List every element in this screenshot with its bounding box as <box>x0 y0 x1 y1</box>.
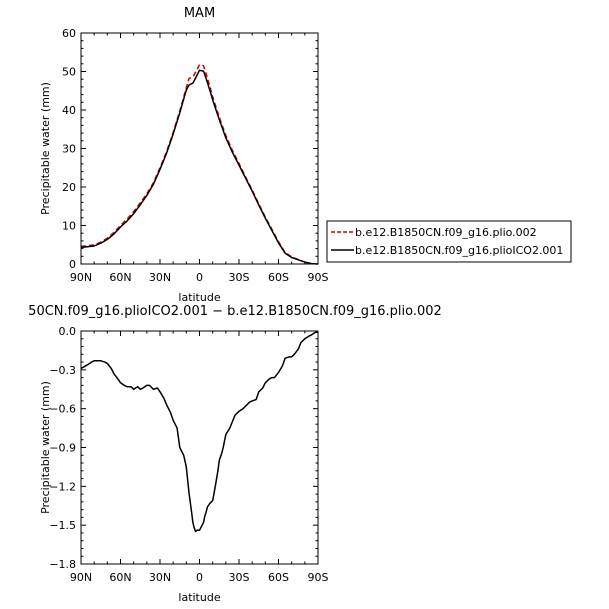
y-tick-label: 40 <box>62 104 76 117</box>
x-tick-label: 90S <box>308 571 329 584</box>
series-line-plio <box>80 63 319 265</box>
x-tick-label: 60S <box>268 571 289 584</box>
y-tick-label: 50 <box>62 66 76 79</box>
y-tick-label: −0.9 <box>49 442 76 455</box>
top-x-axis-label: latitude <box>178 291 220 304</box>
top-panel: MAM 90N 60N 30N 0 30S 60S 90S 0 10 20 30 40 50 60 Pre… <box>39 6 329 304</box>
x-tick-label: 30N <box>149 571 171 584</box>
y-tick-label: 60 <box>62 27 76 40</box>
bottom-panel: 50CN.f09_g16.plioICO2.001 − b.e12.B1850C… <box>28 304 442 604</box>
x-tick-label: 30S <box>229 571 250 584</box>
x-tick-label: 60N <box>109 271 131 284</box>
x-tick-label: 90N <box>70 271 92 284</box>
bottom-axis-ticks: 90N 60N 30N 0 30S 60S 90S −1.8 −1.5 −1.2 −0.9 −0.6 −… <box>49 325 328 584</box>
bottom-x-axis-label: latitude <box>178 591 220 604</box>
y-tick-label: 10 <box>62 220 76 233</box>
bottom-y-axis-label: Precipitable water (mm) <box>39 381 52 514</box>
y-tick-label: −1.2 <box>49 480 76 493</box>
bottom-chart-title: 50CN.f09_g16.plioICO2.001 − b.e12.B1850C… <box>28 304 442 319</box>
legend-entry-plioico2: b.e12.B1850CN.f09_g16.plioICO2.001 <box>355 244 563 257</box>
x-tick-label: 0 <box>196 571 203 584</box>
y-tick-label: −0.6 <box>49 403 76 416</box>
legend-box <box>326 220 572 263</box>
y-tick-label: 0 <box>69 258 76 271</box>
series-line-plioico2 <box>80 69 319 265</box>
top-series-group <box>80 63 319 265</box>
y-tick-label: 30 <box>62 143 76 156</box>
top-y-axis-label: Precipitable water (mm) <box>39 82 52 215</box>
x-tick-label: 0 <box>196 271 203 284</box>
top-axis-ticks: 90N 60N 30N 0 30S 60S 90S 0 10 20 30 40 50 60 <box>62 27 329 284</box>
x-tick-label: 60N <box>109 571 131 584</box>
legend-entry-plio: b.e12.B1850CN.f09_g16.plio.002 <box>355 226 537 239</box>
x-tick-label: 30N <box>149 271 171 284</box>
x-tick-label: 60S <box>268 271 289 284</box>
top-chart-title: MAM <box>184 6 215 21</box>
y-tick-label: −1.8 <box>49 558 76 571</box>
difference-line <box>80 331 318 533</box>
legend: b.e12.B1850CN.f09_g16.plio.002 b.e12.B18… <box>326 220 572 263</box>
x-tick-label: 90N <box>70 571 92 584</box>
y-tick-label: 0.0 <box>59 325 77 338</box>
bottom-series-group <box>80 331 318 533</box>
y-tick-label: 20 <box>62 181 76 194</box>
y-tick-label: −0.3 <box>49 364 76 377</box>
y-tick-label: −1.5 <box>49 519 76 532</box>
x-tick-label: 90S <box>308 271 329 284</box>
x-tick-label: 30S <box>229 271 250 284</box>
